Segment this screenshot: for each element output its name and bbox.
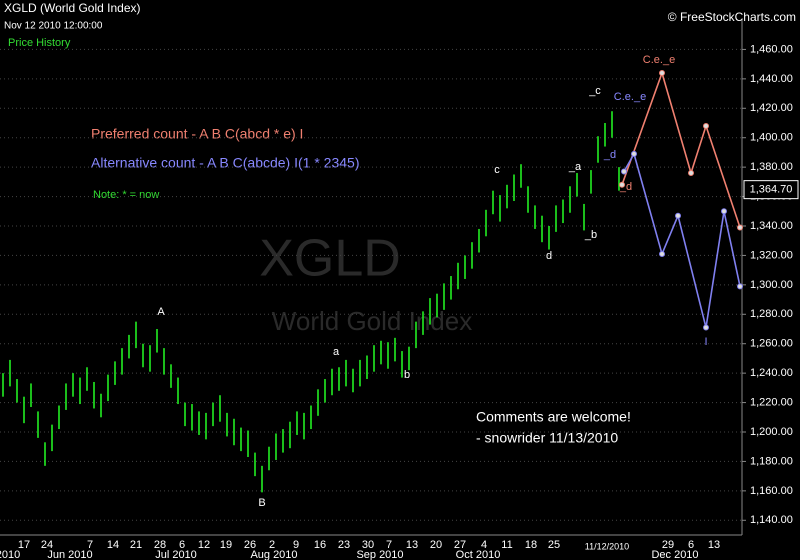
x-tick-label: 29 (662, 539, 674, 551)
x-tick-label: 24 (41, 539, 53, 551)
projection-point (737, 224, 743, 231)
projection-point (631, 150, 637, 157)
x-tick-label: 16 (314, 539, 326, 551)
comment: Comments are welcome! (476, 409, 631, 425)
wave-label: c (494, 164, 500, 176)
projection-point (688, 170, 694, 177)
x-tick-label: 4 (481, 539, 487, 551)
last-price-box (743, 180, 799, 200)
y-tick-label: 1,200.00 (750, 426, 793, 438)
wave-label: _d (603, 149, 616, 161)
wave-label: d (546, 250, 552, 262)
wave-label: I (704, 336, 707, 348)
x-tick-label: 27 (454, 539, 466, 551)
note: Preferred count - A B C(abcd * e) I (91, 126, 303, 142)
wave-label: C.e._e (614, 91, 646, 103)
y-tick-label: 1,240.00 (750, 367, 793, 379)
y-tick-label: 1,300.00 (750, 279, 793, 291)
y-tick-label: 1,320.00 (750, 249, 793, 261)
x-current-label: 11/12/2010 (585, 541, 629, 551)
y-tick-label: 1,420.00 (750, 102, 793, 114)
wave-label: B (258, 497, 265, 509)
x-month-label: 2010 (0, 549, 20, 560)
projection-point (619, 181, 625, 188)
x-month-label: Jun 2010 (47, 549, 92, 560)
x-month-label: Sep 2010 (356, 549, 403, 560)
x-tick-label: 30 (362, 539, 374, 551)
credit: © FreeStockCharts.com (668, 10, 796, 24)
y-tick-label: 1,260.00 (750, 338, 793, 350)
y-tick-label: 1,180.00 (750, 455, 793, 467)
x-tick-label: 9 (293, 539, 299, 551)
x-tick-label: 28 (154, 539, 166, 551)
y-tick-label: 1,460.00 (750, 43, 793, 55)
projection-point (737, 283, 743, 290)
panel-label: Price History (8, 37, 71, 49)
x-tick-label: 19 (220, 539, 232, 551)
wave-label: A (157, 306, 165, 318)
x-month-label: Oct 2010 (456, 549, 501, 560)
y-tick-label: 1,140.00 (750, 514, 793, 526)
x-tick-label: 21 (130, 539, 142, 551)
x-tick-label: 7 (87, 539, 93, 551)
x-tick-label: 26 (244, 539, 256, 551)
projection-point (703, 122, 709, 129)
y-tick-label: 1,280.00 (750, 308, 793, 320)
comment: - snowrider 11/13/2010 (476, 430, 618, 446)
projection-point (659, 69, 665, 76)
wave-label: b (404, 369, 410, 381)
watermark: XGLD (259, 230, 401, 288)
note: Note: * = now (93, 189, 159, 201)
x-month-label: Aug 2010 (250, 549, 297, 560)
last-price-label: 1,364.70 (750, 184, 793, 196)
wave-label: _d (619, 181, 632, 193)
y-tick-label: 1,220.00 (750, 396, 793, 408)
projection-point (621, 168, 627, 175)
y-tick-label: 1,340.00 (750, 220, 793, 232)
x-tick-label: 20 (430, 539, 442, 551)
projection-point (659, 250, 665, 257)
x-tick-label: 13 (406, 539, 418, 551)
wave-label: _b (584, 229, 597, 241)
projection-point (675, 212, 681, 219)
x-tick-label: 6 (179, 539, 185, 551)
note: Alternative count - A B C(abcde) I(1 * 2… (91, 155, 359, 171)
y-tick-label: 1,400.00 (750, 132, 793, 144)
x-tick-label: 11 (501, 539, 512, 551)
x-tick-label: 14 (107, 539, 119, 551)
x-tick-label: 23 (338, 539, 350, 551)
wave-label: a (333, 346, 340, 358)
wave-label: C.e._e (643, 54, 675, 66)
x-tick-label: 17 (18, 539, 30, 551)
projection-point (703, 324, 709, 331)
x-month-label: Jul 2010 (155, 549, 197, 560)
x-tick-label: 7 (386, 539, 392, 551)
wave-label: _c (588, 85, 601, 97)
y-tick-label: 1,160.00 (750, 485, 793, 497)
x-tick-label: 6 (688, 539, 694, 551)
y-tick-label: 1,440.00 (750, 73, 793, 85)
y-tick-label: 1,380.00 (750, 161, 793, 173)
x-month-label: Dec 2010 (651, 549, 698, 560)
projection-point (721, 208, 727, 215)
x-tick-label: 25 (548, 539, 560, 551)
x-tick-label: 18 (525, 539, 537, 551)
chart-title: XGLD (World Gold Index) (4, 1, 141, 15)
watermark-sub: World Gold Index (272, 306, 472, 336)
x-tick-label: 2 (269, 539, 275, 551)
wave-label: _a (568, 161, 582, 173)
x-tick-label: 13 (708, 539, 720, 551)
chart-subtitle: Nov 12 2010 12:00:00 (4, 21, 103, 32)
x-tick-label: 12 (198, 539, 210, 551)
